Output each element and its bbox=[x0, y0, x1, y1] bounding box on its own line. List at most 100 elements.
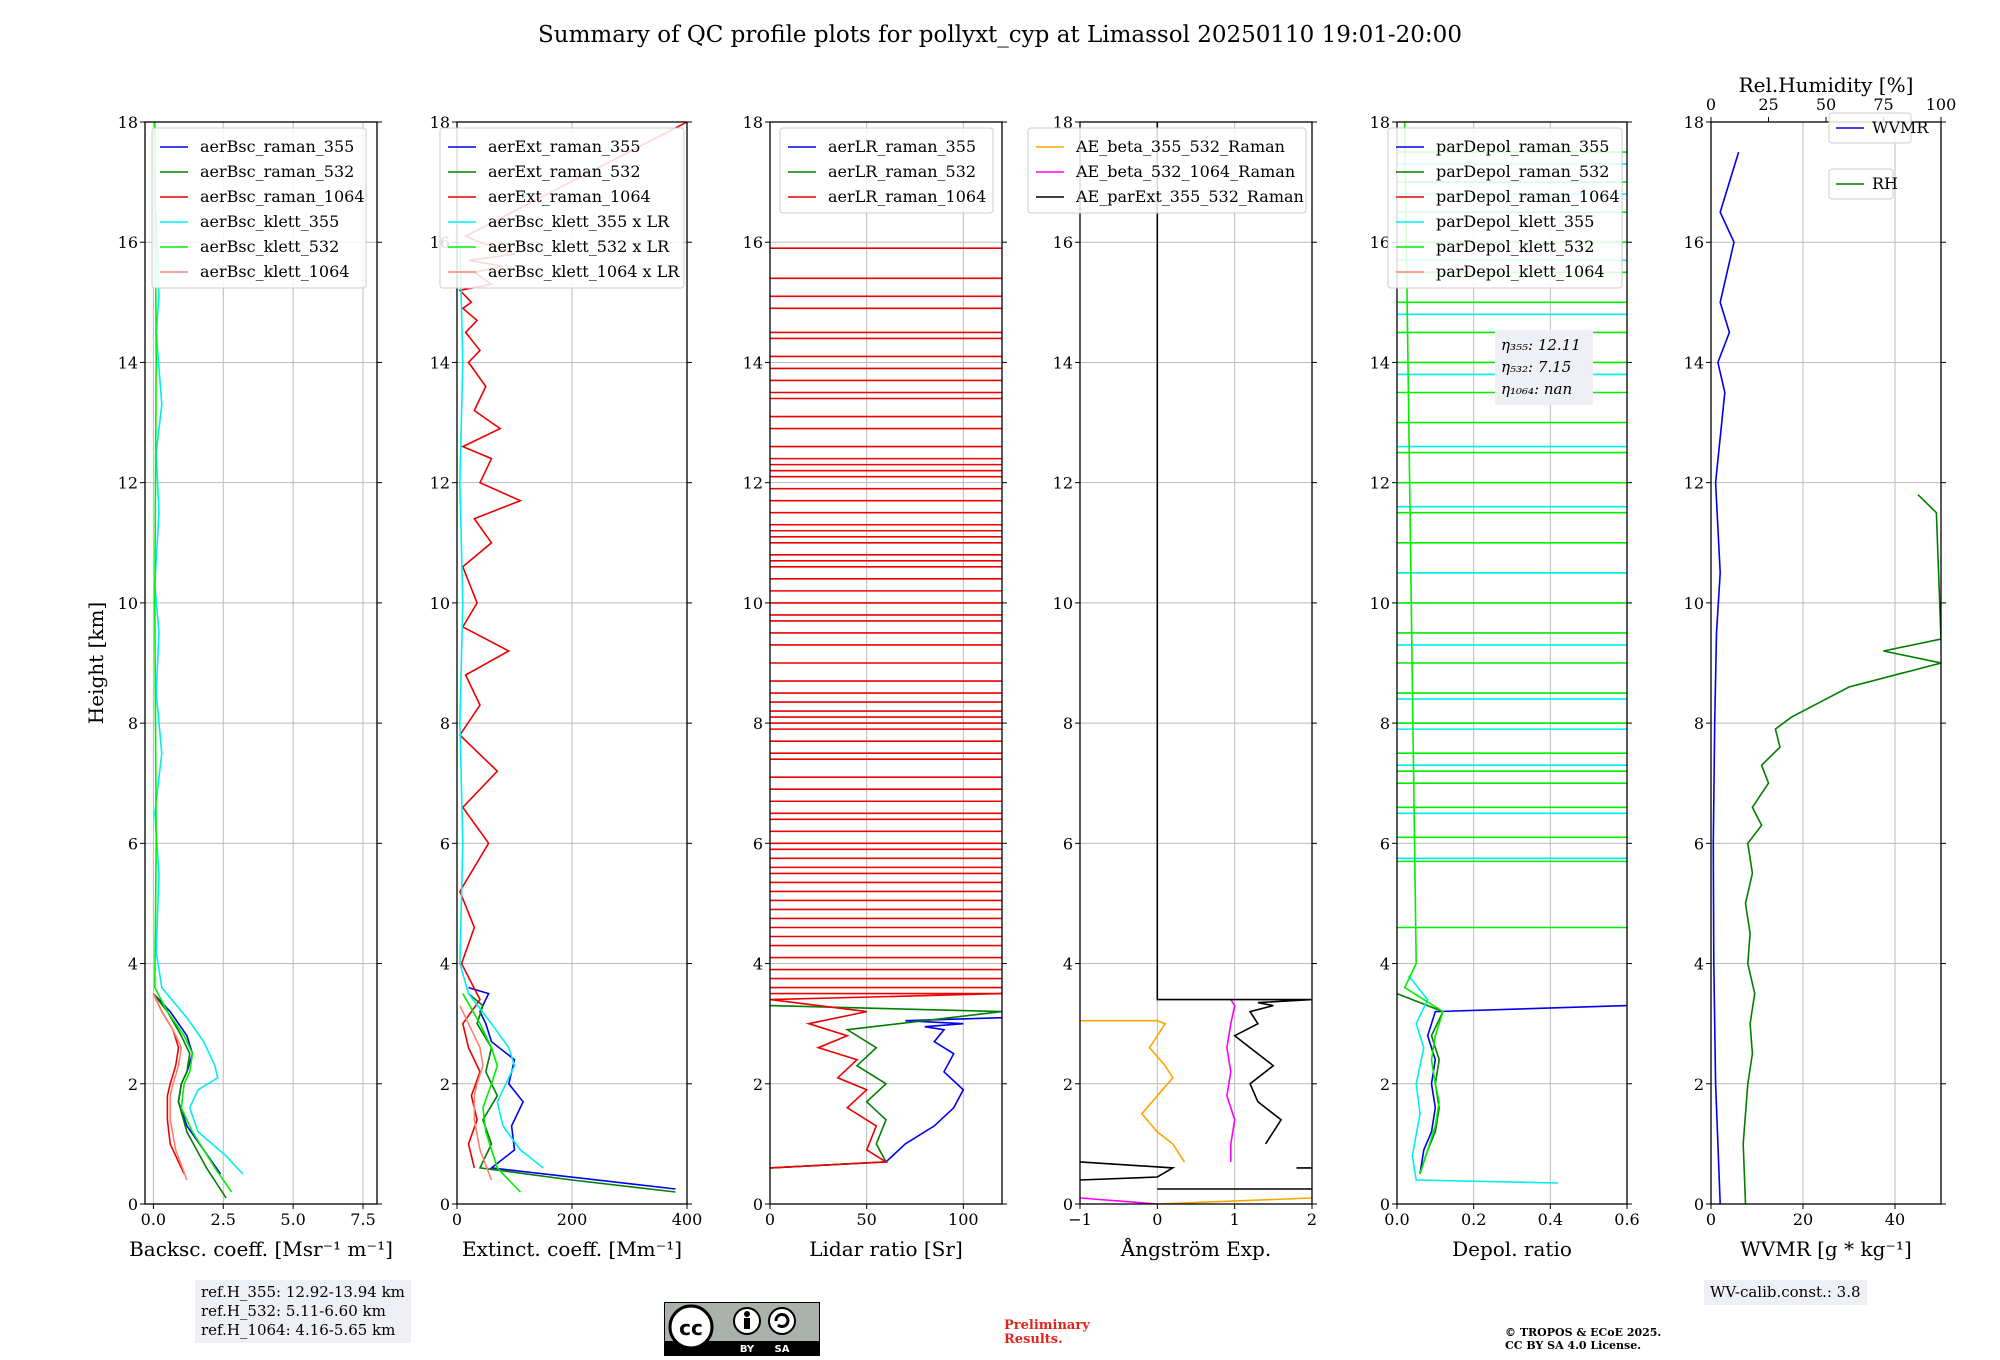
y-tick-label: 10 bbox=[118, 594, 138, 613]
y-tick-label: 10 bbox=[1370, 594, 1390, 613]
series-aerLR_raman_532 bbox=[770, 1004, 1002, 1169]
series-parDepol_klett_532 bbox=[1403, 122, 1444, 1175]
legend-box bbox=[1387, 127, 1623, 289]
y-tick-label: 18 bbox=[743, 113, 763, 132]
x-tick-label: 50 bbox=[856, 1210, 876, 1229]
legend-lidar_ratio: aerLR_raman_355 aerLR_raman_532 aerLR_rama… bbox=[779, 127, 994, 214]
annotation-line: η₅₃₂: 7.15 bbox=[1501, 358, 1571, 376]
y-tick-label: 18 bbox=[118, 113, 138, 132]
series-aerBsc_klett_355 bbox=[153, 212, 244, 1175]
legend-entry: AE_beta_532_1064_Raman bbox=[1075, 162, 1295, 181]
x-tick-label: 2.5 bbox=[211, 1210, 236, 1229]
x-axis-label: WVMR [g * kg⁻¹] bbox=[1740, 1237, 1912, 1261]
legend-box bbox=[151, 127, 367, 289]
legend-entry: parDepol_raman_355 bbox=[1436, 137, 1609, 156]
y-tick-label: 2 bbox=[753, 1075, 763, 1094]
panel-depol: 0.0 0.2 0.4 0.6 0 2 4 6 8 10 12 14 16 18 Depol. ratio p… bbox=[1370, 113, 1640, 1261]
x-tick-label: 100 bbox=[948, 1210, 979, 1229]
y-tick-label: 0 bbox=[1063, 1195, 1073, 1214]
plot-area-backscatter bbox=[152, 122, 244, 1199]
y-tick-label: 6 bbox=[440, 834, 450, 853]
y-tick-label: 4 bbox=[128, 955, 138, 974]
y-tick-label: 10 bbox=[1684, 594, 1704, 613]
y-tick-label: 10 bbox=[1053, 594, 1073, 613]
series-aerLR_raman_1064 bbox=[770, 992, 1002, 1169]
y-tick-label: 12 bbox=[1370, 474, 1390, 493]
series-parDepol_raman_355 bbox=[1419, 1004, 1627, 1175]
y-tick-label: 14 bbox=[1370, 353, 1390, 372]
y-tick-label: 4 bbox=[753, 955, 763, 974]
y-tick-label: 8 bbox=[128, 714, 138, 733]
x-tick-label: 7.5 bbox=[350, 1210, 375, 1229]
series-AE_beta_355_532_Raman bbox=[1080, 1019, 1312, 1204]
eta-annotation: η₃₅₅: 12.11 η₅₃₂: 7.15 η₁₀₆₄: nan bbox=[1495, 330, 1593, 405]
reference-heights-box: ref.H_355: 12.92-13.94 km ref.H_532: 5.1… bbox=[195, 1280, 411, 1343]
y-tick-label: 14 bbox=[1053, 353, 1073, 372]
y-tick-label: 4 bbox=[1063, 955, 1073, 974]
top-x-tick-label: 25 bbox=[1758, 95, 1778, 114]
preliminary-line-1: Preliminary bbox=[1004, 1318, 1090, 1333]
y-tick-label: 4 bbox=[1694, 955, 1704, 974]
x-tick-label: 0 bbox=[452, 1210, 462, 1229]
x-axis-label: Extinct. coeff. [Mm⁻¹] bbox=[462, 1237, 682, 1261]
legend-entry: parDepol_klett_532 bbox=[1436, 237, 1594, 256]
panel-extinction: 0200400024681012141618Extinct. coeff. [M… bbox=[430, 113, 703, 1261]
ref-height-532: ref.H_532: 5.11-6.60 km bbox=[201, 1302, 386, 1320]
y-tick-label: 18 bbox=[1684, 113, 1704, 132]
y-tick-label: 6 bbox=[1694, 834, 1704, 853]
legend-entry: aerLR_raman_532 bbox=[828, 162, 976, 181]
legend-angstrom: AE_beta_355_532_Raman AE_beta_532_1064_Ra… bbox=[1027, 127, 1307, 214]
top-x-tick-label: 75 bbox=[1873, 95, 1893, 114]
y-tick-label: 16 bbox=[1053, 233, 1073, 252]
legend-wv: WVMR bbox=[1828, 112, 1929, 144]
y-tick-label: 6 bbox=[1063, 834, 1073, 853]
series-aerLR_raman_355 bbox=[770, 1016, 1002, 1169]
legend-entry: parDepol_klett_355 bbox=[1436, 212, 1594, 231]
legend-entry: aerBsc_klett_355 bbox=[200, 212, 339, 231]
legend-entry: WVMR bbox=[1872, 118, 1929, 137]
legend-entry: aerBsc_klett_532 x LR bbox=[488, 237, 670, 256]
x-tick-label: 5.0 bbox=[280, 1210, 305, 1229]
legend-entry: aerBsc_klett_532 bbox=[200, 237, 339, 256]
legend-box bbox=[439, 127, 685, 289]
legend-entry: AE_parExt_355_532_Raman bbox=[1075, 187, 1304, 206]
ref-height-355: ref.H_355: 12.92-13.94 km bbox=[201, 1283, 405, 1301]
x-axis-label: Depol. ratio bbox=[1452, 1237, 1572, 1261]
panel-wv: 0 20 40 0 2 4 6 8 10 12 14 16 18 WVMR [g * kg⁻¹] 0 25 50… bbox=[1684, 73, 1957, 1261]
y-axis-label: Height [km] bbox=[84, 602, 108, 724]
y-tick-label: 0 bbox=[753, 1195, 763, 1214]
svg-text:SA: SA bbox=[775, 1344, 790, 1355]
x-tick-label: −1 bbox=[1068, 1210, 1092, 1229]
top-x-tick-label: 100 bbox=[1926, 95, 1957, 114]
preliminary-note: Preliminary Results. bbox=[1004, 1319, 1090, 1347]
annotation-line: η₁₀₆₄: nan bbox=[1501, 380, 1572, 398]
legend-backscatter: aerBsc_raman_355 aerBsc_raman_532 aerBsc_r… bbox=[151, 127, 367, 289]
copyright-note: © TROPOS & ECoE 2025. CC BY SA 4.0 Licen… bbox=[1505, 1326, 1661, 1352]
legend-extinction: aerExt_raman_355 aerExt_raman_532 aerExt_r… bbox=[439, 127, 685, 289]
panel-lidar_ratio: 0 50 100 0 2 4 6 8 10 12 14 16 18 Lidar ratio [Sr] aer… bbox=[743, 113, 1007, 1261]
series-aerExt_raman_532 bbox=[467, 992, 676, 1193]
y-tick-label: 4 bbox=[440, 955, 450, 974]
legend-entry: parDepol_klett_1064 bbox=[1436, 262, 1605, 281]
y-tick-label: 12 bbox=[1053, 474, 1073, 493]
top-x-tick-label: 0 bbox=[1706, 95, 1716, 114]
y-tick-label: 6 bbox=[753, 834, 763, 853]
x-tick-label: 0.0 bbox=[141, 1210, 166, 1229]
x-tick-label: 400 bbox=[672, 1210, 703, 1229]
axes-frame bbox=[1710, 121, 1942, 1205]
legend-entry: aerBsc_raman_532 bbox=[200, 162, 354, 181]
legend-box bbox=[1828, 112, 1912, 144]
legend-entry: aerLR_raman_1064 bbox=[828, 187, 986, 206]
legend-entry: aerLR_raman_355 bbox=[828, 137, 976, 156]
annotation-box bbox=[1495, 330, 1593, 405]
y-tick-label: 14 bbox=[1684, 353, 1704, 372]
y-tick-label: 8 bbox=[1063, 714, 1073, 733]
x-tick-label: 2 bbox=[1307, 1210, 1317, 1229]
y-tick-label: 2 bbox=[128, 1075, 138, 1094]
plot-area-angstrom bbox=[1080, 122, 1312, 1204]
legend-entry: parDepol_raman_532 bbox=[1436, 162, 1609, 181]
series-aerBsc_klett_355 x LR bbox=[459, 242, 544, 1169]
y-tick-label: 10 bbox=[743, 594, 763, 613]
cc-by-sa-icon: cc BY SA bbox=[665, 1304, 819, 1355]
